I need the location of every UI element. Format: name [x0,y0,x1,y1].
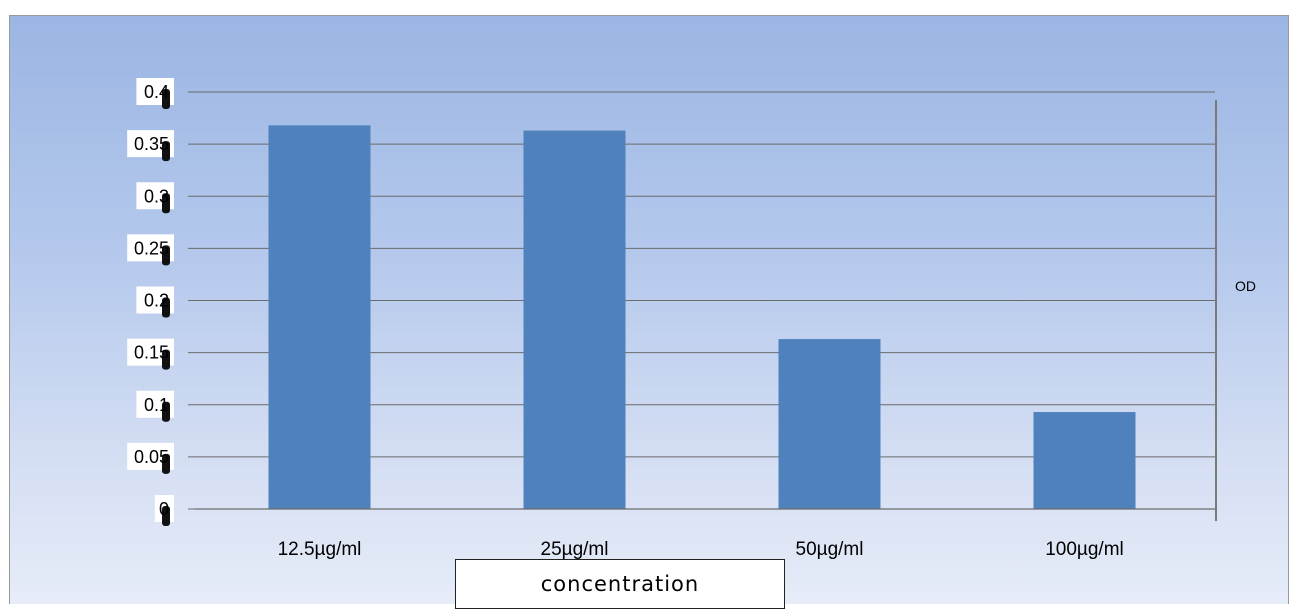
x-tick-label: 50µg/ml [796,539,864,560]
y-tick-label: 0.2 [144,291,169,311]
y-tick-label: 0.15 [134,343,169,363]
y-tick-label: 0.35 [134,134,169,154]
x-axis-title: concentration [455,559,785,609]
x-tick-labels: 12.5µg/ml 25µg/ml 50µg/ml 100µg/ml [278,539,1124,560]
x-tick-label: 25µg/ml [541,539,609,560]
y-tick-label-shadow [162,141,170,162]
axes [188,91,1217,521]
y-tick-label-shadow [162,401,170,422]
bar [523,130,626,509]
bar [1033,412,1136,509]
y-tick-labels: 0 0.05 0.1 0.15 0.2 0.25 0.3 0.35 0.4 [127,78,174,526]
x-tick-label: 12.5µg/ml [278,539,362,560]
y-tick-label-shadow [162,89,170,109]
y-tick-label-shadow [162,297,170,318]
bar [778,339,881,509]
y-tick-label-shadow [162,506,170,526]
y-tick-label: 0.4 [144,82,169,102]
y-tick-label: 0.05 [134,447,169,467]
y-tick-label-shadow [162,349,170,370]
y-tick-label-shadow [162,245,170,266]
y-tick-label: 0.3 [144,186,169,206]
y-tick-label-shadow [162,193,170,214]
y-tick-label: 0.25 [134,238,169,258]
x-tick-label: 100µg/ml [1045,539,1124,560]
bars [268,125,1136,510]
legend-entry: OD [1235,278,1256,294]
y-tick-label: 0.1 [144,395,169,415]
y-tick-label: 0 [159,499,169,519]
y-tick-label-shadow [162,453,170,474]
bar [268,125,371,510]
legend: OD [1235,278,1256,294]
